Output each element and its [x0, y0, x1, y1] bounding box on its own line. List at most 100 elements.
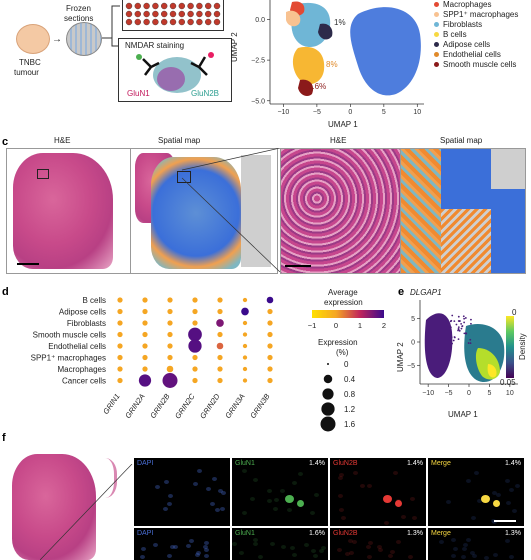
tumour-label-line2: tumour: [14, 68, 39, 77]
legend-label: B cells: [443, 30, 467, 39]
d-dot: [267, 377, 273, 384]
e-colorbar: [506, 316, 514, 378]
d-row-label: Smooth muscle cells: [33, 331, 106, 340]
f-nucleus: [196, 468, 202, 473]
f-nucleus: [412, 515, 418, 520]
f-nucleus: [291, 552, 297, 557]
d-dot: [166, 365, 174, 373]
scale-bar: [285, 265, 311, 267]
d-dot: [266, 296, 274, 304]
e-point: [449, 326, 452, 329]
well-dot: [213, 10, 221, 18]
well-dot: [178, 18, 185, 26]
d-dot: [167, 354, 173, 361]
f-nucleus: [153, 543, 159, 548]
f-nucleus: [312, 554, 318, 558]
d-dot: [142, 308, 148, 315]
d-dot: [217, 366, 223, 372]
d-dot: [117, 331, 123, 338]
e-xtick-label: 10: [506, 390, 514, 397]
e-point: [450, 336, 453, 339]
f-tile-glun2b: GluN2B 1.3%: [330, 528, 426, 560]
f-nucleus: [273, 498, 279, 503]
well-dot: [178, 10, 185, 18]
f-nucleus: [384, 520, 390, 525]
d-col-label: GRIN3A: [223, 392, 246, 420]
legend-item: Endothelial cells: [434, 50, 501, 59]
e-xtick-label: −10: [422, 390, 434, 397]
arrow-right-icon: →: [52, 34, 62, 45]
f-zoom-lines: [40, 464, 133, 560]
d-cbar-tick: 2: [382, 321, 386, 330]
zoom-lines: [181, 148, 281, 272]
c-map2-image: [400, 148, 526, 274]
well-dot: [125, 10, 133, 18]
d-dot: [242, 378, 248, 383]
d-col-label: GRIN2D: [198, 392, 222, 421]
f-tile-glun1: GluN1 1.4%: [232, 458, 328, 526]
f-channel-label: Merge: [431, 460, 451, 467]
e-xlabel: UMAP 1: [448, 410, 478, 419]
d-cbar-tick: 1: [358, 321, 362, 330]
d-dot: [192, 366, 198, 372]
f-nucleus: [466, 479, 472, 484]
e-cbar-tick-0: 0: [512, 308, 517, 317]
d-dot: [267, 331, 273, 338]
f-nucleus: [272, 506, 278, 511]
d-dot: [217, 308, 223, 315]
d-size-legend: 0 0.4 0.8 1.2 1.6: [320, 360, 356, 432]
d-dot: [142, 343, 148, 349]
f-nucleus: [491, 519, 497, 524]
f-nucleus: [463, 542, 469, 547]
d-dot: [142, 331, 148, 338]
e-point: [457, 326, 460, 329]
d-size-label: 1.2: [344, 405, 356, 414]
d-col-label: GRIN2B: [148, 392, 171, 420]
f-channel-label: GluN1: [235, 460, 255, 467]
c-he1-title: H&E: [54, 136, 71, 145]
well-dot: [134, 18, 142, 26]
d-row-label: Cancer cells: [62, 377, 106, 386]
f-nucleus: [470, 515, 476, 520]
e-point: [451, 314, 454, 317]
f-nucleus: [492, 490, 498, 495]
f-nucleus: [392, 471, 398, 476]
c-he2-image: [280, 148, 402, 274]
legend-swatch: [434, 2, 439, 7]
legend-item: Macrophages: [434, 0, 491, 9]
f-tile-glun1: GluN1 1.6%: [232, 528, 328, 560]
well-dot: [169, 10, 177, 18]
legend-swatch: [434, 62, 439, 67]
e-ylabel: UMAP 2: [396, 342, 405, 372]
c-he1-image: [6, 148, 132, 274]
e-point: [457, 327, 460, 330]
f-nucleus: [203, 545, 209, 550]
e-point: [463, 332, 466, 335]
f-nucleus: [511, 508, 517, 513]
e-xtick-label: −5: [445, 390, 453, 397]
d-size-dot: [323, 374, 333, 384]
f-nucleus: [336, 547, 342, 552]
e-point: [463, 317, 466, 320]
d-row-label: Macrophages: [58, 365, 106, 374]
f-nucleus: [310, 548, 316, 553]
pct-1-annotation: 1%: [334, 18, 346, 27]
b-xtick-label: 0: [348, 109, 352, 116]
f-tile-glun2b: GluN2B 1.4%: [330, 458, 426, 526]
e-point: [458, 320, 461, 322]
well-dot: [125, 18, 133, 26]
f-nucleus: [445, 499, 451, 504]
f-nucleus: [462, 546, 468, 551]
well-dot: [152, 2, 159, 10]
f-nucleus: [400, 515, 406, 520]
well-dot: [213, 2, 221, 10]
well-dot: [196, 10, 203, 18]
d-cbar-title-1: Average: [328, 288, 358, 297]
e-point: [465, 332, 467, 335]
f-nucleus: [451, 554, 457, 559]
f-nucleus: [339, 472, 345, 477]
f-nucleus: [470, 551, 476, 556]
e-point: [457, 338, 460, 341]
staining-box: NMDAR staining GluN1 GluN2B: [118, 38, 232, 102]
c-map2-title: Spatial map: [440, 136, 483, 145]
